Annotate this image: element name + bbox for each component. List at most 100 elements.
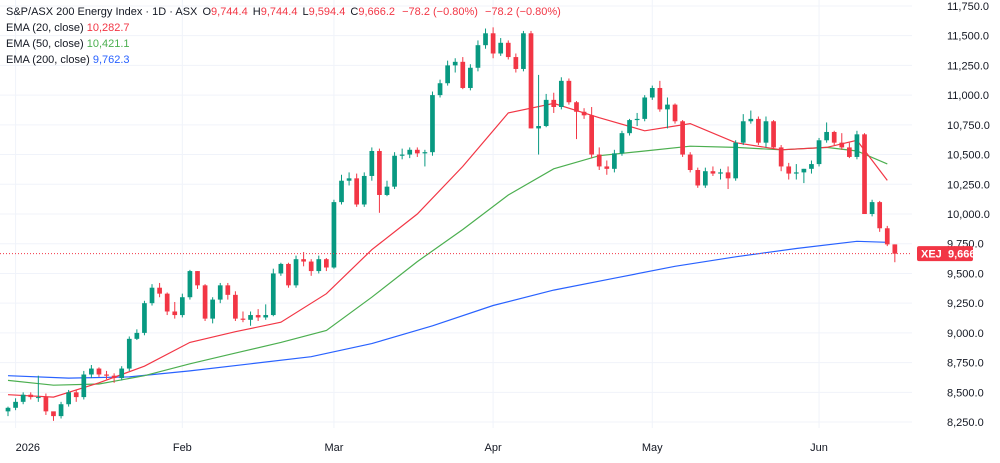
- price-axis[interactable]: 8,250.0 8,500.0 8,750.0 9,000.0 9,250.0 9,500…: [947, 1, 990, 429]
- candle: [581, 108, 587, 119]
- candle: [816, 137, 822, 167]
- candle: [126, 336, 132, 371]
- candle: [119, 366, 125, 381]
- candle-body: [399, 154, 405, 156]
- candle-body: [13, 401, 18, 408]
- candle: [5, 406, 11, 417]
- candle: [702, 167, 708, 188]
- candle: [445, 60, 450, 86]
- candle-body: [892, 244, 898, 254]
- candle-body: [596, 154, 602, 167]
- candle: [13, 398, 18, 411]
- legend-ohlc-row[interactable]: S&P/ASX 200 Energy Index · 1D · ASX O9,7…: [6, 4, 561, 20]
- candle: [202, 284, 208, 321]
- ema20-line: [7, 102, 888, 398]
- candle-body: [81, 374, 87, 398]
- price-tick-label: 9,250.0: [947, 298, 984, 310]
- price-tick-label: 8,250.0: [947, 417, 984, 429]
- candle: [225, 282, 231, 300]
- candle-body: [702, 171, 708, 186]
- time-axis[interactable]: 2026 Feb Mar Apr May Jun: [16, 442, 828, 454]
- candle-body: [195, 271, 200, 286]
- candle-body: [187, 271, 193, 298]
- candle-body: [521, 33, 526, 69]
- candle: [725, 166, 731, 190]
- close-label: C: [350, 6, 359, 18]
- candle: [233, 291, 238, 321]
- candle: [718, 168, 723, 180]
- candle-body: [104, 374, 109, 376]
- candle: [422, 149, 428, 167]
- candle: [604, 160, 610, 175]
- ema20-value: 10,282.7: [86, 22, 130, 34]
- candle: [801, 168, 807, 184]
- candle-body: [437, 83, 443, 96]
- candle-body: [839, 142, 845, 148]
- price-tick-label: 11,750.0: [947, 1, 989, 13]
- candle: [331, 199, 337, 269]
- candle: [566, 78, 572, 105]
- candle-body: [809, 164, 814, 169]
- candle-body: [786, 166, 792, 174]
- candle: [111, 373, 117, 383]
- candle: [278, 262, 284, 276]
- candle-body: [748, 118, 754, 122]
- candle: [210, 297, 216, 324]
- candle: [536, 74, 541, 155]
- candle-body: [422, 152, 428, 154]
- candle: [28, 392, 34, 400]
- candle: [384, 180, 390, 197]
- candle: [877, 200, 883, 232]
- candle-body: [543, 99, 549, 127]
- candle-body: [217, 285, 223, 300]
- candle-body: [718, 172, 723, 174]
- candle-body: [179, 297, 185, 316]
- candle: [149, 284, 155, 306]
- price-tick-label: 8,750.0: [947, 358, 984, 370]
- legend-ema20-row[interactable]: EMA (20, close) 10,282.7: [6, 20, 561, 36]
- legend-ema200-row[interactable]: EMA (200, close) 9,762.3: [6, 52, 561, 68]
- ema200-group: [7, 240, 888, 379]
- candle: [217, 282, 223, 304]
- candle: [392, 152, 397, 190]
- candle-body: [665, 104, 670, 110]
- candle-body: [672, 104, 678, 122]
- candle-body: [824, 131, 829, 141]
- candle-body: [869, 202, 875, 214]
- candle-body: [331, 202, 337, 268]
- candle-body: [801, 168, 807, 173]
- candle: [490, 27, 496, 59]
- candle-body: [612, 153, 617, 169]
- candle: [831, 130, 837, 146]
- candle-body: [589, 115, 594, 155]
- candle-body: [5, 407, 11, 412]
- candle-body: [710, 171, 716, 174]
- candle-body: [483, 33, 488, 46]
- ema20-label: EMA (20, close): [6, 22, 84, 34]
- open-label: O: [202, 6, 212, 18]
- candle: [824, 122, 829, 143]
- legend-ema50-row[interactable]: EMA (50, close) 10,421.1: [6, 36, 561, 52]
- candle-body: [695, 170, 701, 186]
- time-tick-label: Jun: [810, 442, 828, 454]
- candle: [513, 53, 519, 73]
- ema200-line: [7, 240, 888, 379]
- change-value: −78.2 (−0.80%): [402, 6, 478, 18]
- candle: [43, 393, 49, 415]
- candle-body: [884, 228, 890, 245]
- candle-body: [149, 287, 155, 304]
- candle: [324, 257, 329, 272]
- price-tick-label: 11,000.0: [947, 90, 989, 102]
- candle-body: [498, 42, 504, 54]
- candle-body: [96, 368, 102, 375]
- candle-body: [733, 142, 739, 179]
- candle-body: [430, 95, 435, 153]
- candle: [627, 118, 632, 136]
- candle: [361, 172, 367, 207]
- candle-body: [505, 42, 511, 58]
- candle-body: [778, 147, 784, 167]
- candle-body: [210, 299, 216, 319]
- candle-body: [134, 332, 140, 339]
- candle-body: [384, 186, 390, 195]
